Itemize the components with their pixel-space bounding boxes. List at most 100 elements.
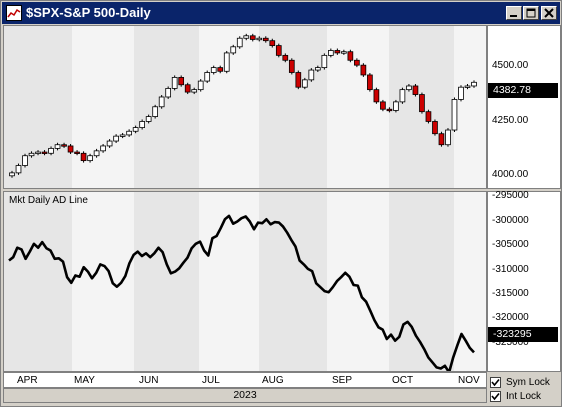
candle [113, 135, 119, 142]
month-band [454, 26, 486, 188]
candle [230, 46, 237, 54]
candle [360, 64, 367, 76]
candle [321, 54, 328, 69]
price-chart [4, 26, 486, 188]
year-label: 2023 [233, 389, 257, 401]
month-band [4, 26, 72, 188]
checkmark-icon [491, 378, 500, 387]
checkmark-icon [491, 392, 500, 401]
month-label: NOV [458, 375, 480, 386]
candle [223, 52, 230, 72]
year-bar: 2023 [3, 388, 487, 403]
month-band [72, 192, 134, 371]
ad-tick-label: -325000 [492, 337, 529, 348]
price-tick-label: 4250.00 [492, 115, 529, 126]
candle [341, 51, 347, 54]
candle [425, 111, 432, 122]
candle [445, 129, 451, 146]
candle [165, 88, 172, 98]
price-tick-label: 4500.00 [492, 60, 529, 71]
candle [48, 147, 54, 154]
minimize-button[interactable] [506, 6, 522, 20]
ad-tick-label: -315000 [492, 288, 529, 299]
maximize-button[interactable] [523, 6, 539, 20]
month-band [259, 26, 327, 188]
candle [204, 72, 211, 82]
candle [54, 144, 61, 149]
month-label: MAY [74, 375, 95, 386]
date-axis[interactable]: APR MAY JUN JUL AUG SEP OCT NOV [3, 372, 487, 388]
candle [171, 77, 178, 89]
int-lock-checkbox[interactable] [490, 391, 501, 402]
candle [471, 81, 477, 87]
candle [314, 67, 321, 71]
candle [386, 108, 393, 112]
candle [152, 106, 158, 117]
candle [373, 89, 380, 103]
close-button[interactable] [541, 6, 557, 20]
candle [419, 94, 425, 113]
ad-tick-label: -295000 [492, 190, 529, 201]
ad-tick-label: -305000 [492, 239, 529, 250]
candle [119, 134, 126, 137]
candle [139, 121, 145, 128]
ad-line-chart [4, 192, 486, 371]
window-title: $SPX-S&P 500-Daily [26, 5, 151, 20]
candle [87, 155, 93, 162]
candle [399, 89, 406, 103]
ad-axis[interactable]: -295000 -300000 -305000 -310000 -315000 … [487, 190, 561, 372]
price-axis[interactable]: 4500.00 4250.00 4000.00 4382.78 [487, 25, 561, 189]
minimize-icon [510, 15, 517, 17]
candle [210, 67, 217, 73]
price-tick-label: 4000.00 [492, 169, 529, 180]
candle [74, 151, 80, 154]
month-label: AUG [262, 375, 284, 386]
price-panel[interactable] [3, 25, 487, 189]
candle [80, 152, 87, 162]
candle [256, 37, 263, 41]
ad-last-value: -323295 [488, 327, 558, 342]
candle [126, 130, 132, 136]
candle [269, 40, 276, 46]
candle [354, 59, 360, 66]
candle [100, 145, 106, 152]
candle [458, 86, 464, 100]
candle [451, 99, 458, 131]
candle [334, 50, 341, 54]
sym-lock-checkbox[interactable] [490, 377, 501, 388]
candle [275, 45, 282, 56]
candle [288, 59, 295, 73]
candle [236, 37, 243, 48]
candle [197, 80, 204, 91]
close-icon [544, 8, 554, 18]
candle [184, 84, 191, 93]
candle [93, 150, 100, 157]
candle [249, 35, 256, 40]
month-band [72, 26, 134, 188]
ad-tick-label: -310000 [492, 264, 529, 275]
candle [438, 133, 445, 146]
month-band [389, 192, 454, 371]
candle [106, 140, 113, 147]
title-bar[interactable]: $SPX-S&P 500-Daily [2, 2, 560, 24]
month-label: SEP [332, 375, 353, 386]
candle [35, 151, 41, 154]
candle [432, 121, 438, 135]
price-last-value: 4382.78 [488, 83, 558, 98]
ad-line-panel[interactable]: Mkt Daily AD Line [3, 191, 487, 372]
month-label: OCT [392, 375, 414, 386]
month-label: JUL [202, 375, 220, 386]
candle [282, 54, 289, 61]
month-band [199, 26, 259, 188]
candle [464, 85, 471, 88]
candle [262, 37, 269, 42]
month-band [134, 26, 199, 188]
candle [347, 51, 354, 61]
candle [308, 69, 315, 81]
candle [295, 72, 302, 88]
month-band [454, 192, 486, 371]
ad-line-series [8, 214, 475, 371]
sym-lock-label: Sym Lock [506, 377, 550, 388]
candle [28, 152, 35, 157]
